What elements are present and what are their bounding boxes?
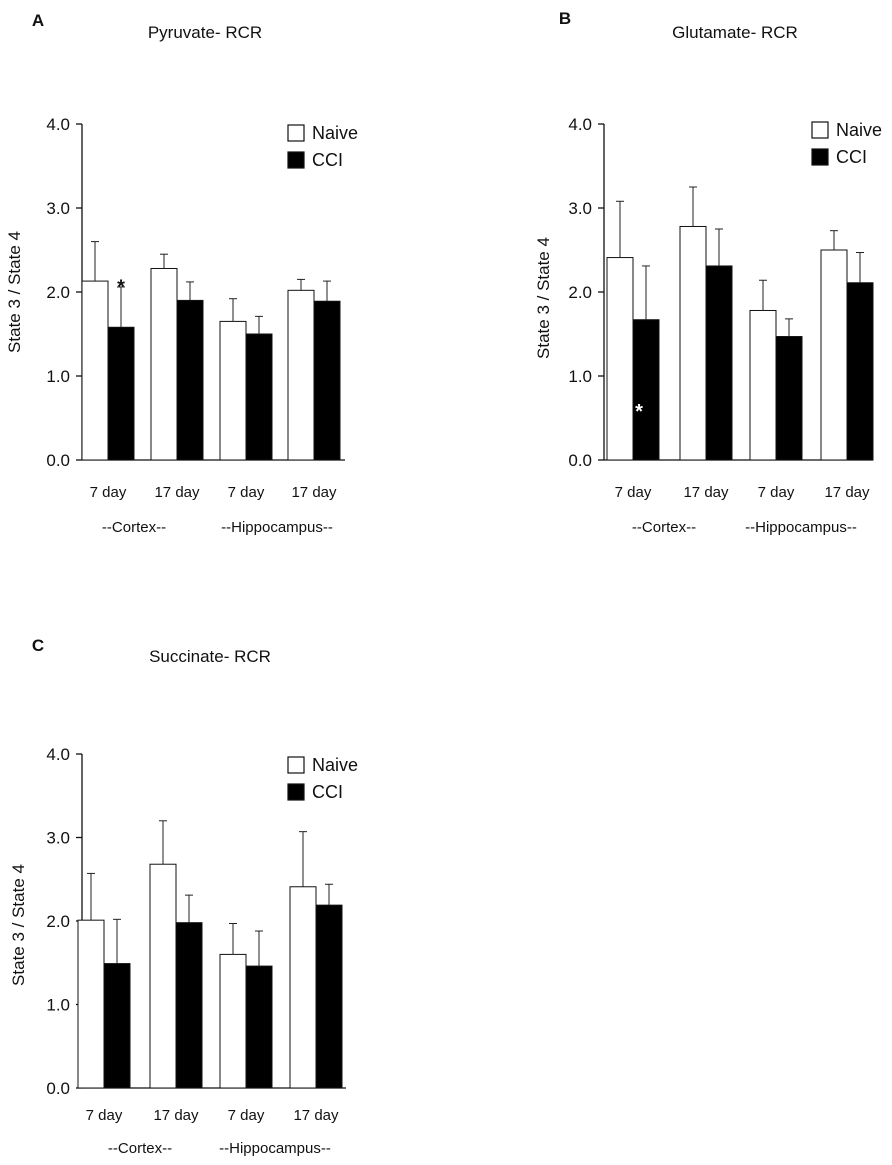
y-tick-label: 0.0	[46, 1079, 70, 1098]
y-tick-label: 0.0	[568, 451, 592, 470]
group-label: --Cortex--	[632, 519, 696, 536]
panel-b: B Glutamate- RCR State 3 / State 4 0.0 1.0 2.…	[534, 9, 882, 536]
legend-label-naive: Naive	[312, 755, 358, 775]
bar-naive-3	[287, 289, 315, 461]
bar-cci-3	[313, 300, 341, 461]
y-tick-label: 4.0	[46, 115, 70, 134]
x-tick-label: 17 day	[291, 484, 337, 501]
bar-naive-2	[219, 953, 247, 1089]
y-axis-label: State 3 / State 4	[534, 237, 553, 359]
bar-naive-2	[219, 320, 247, 461]
group-label: --Hippocampus--	[221, 519, 333, 536]
bar-naive-1	[150, 267, 178, 461]
significance-marker: *	[117, 276, 125, 298]
legend-swatch-naive	[287, 756, 305, 774]
legend-swatch-naive	[287, 124, 305, 142]
y-tick-label: 2.0	[46, 283, 70, 302]
legend-swatch-cci	[287, 783, 305, 801]
y-tick-label: 1.0	[46, 996, 70, 1015]
group-label: --Hippocampus--	[745, 519, 857, 536]
bar-cci-2	[245, 333, 273, 461]
legend-label-cci: CCI	[836, 147, 867, 167]
y-tick-label: 1.0	[568, 367, 592, 386]
y-tick-label: 4.0	[46, 745, 70, 764]
bar-naive-0	[606, 257, 634, 461]
panel-c: C Succinate- RCR State 3 / State 4 0.0 1.0 2.…	[9, 636, 358, 1157]
bar-cci-3	[846, 282, 874, 461]
legend-label-naive: Naive	[836, 120, 882, 140]
x-tick-label: 7 day	[86, 1107, 123, 1124]
panel-letter: A	[32, 11, 44, 30]
x-tick-label: 17 day	[293, 1107, 339, 1124]
y-tick-label: 0.0	[46, 451, 70, 470]
y-tick-label: 4.0	[568, 115, 592, 134]
x-tick-label: 17 day	[154, 484, 200, 501]
bar-cci-3	[315, 904, 343, 1089]
bar-cci-0	[632, 319, 660, 461]
y-tick-label: 3.0	[46, 199, 70, 218]
bar-cci-0	[103, 963, 131, 1089]
panel-letter: C	[32, 636, 44, 655]
legend-label-cci: CCI	[312, 782, 343, 802]
bar-cci-2	[775, 336, 803, 461]
legend-label-naive: Naive	[312, 123, 358, 143]
bar-naive-3	[820, 249, 848, 461]
panel-a: A Pyruvate- RCR State 3 / State 4 0.0 1.0 2.0…	[5, 11, 358, 536]
legend-swatch-cci	[811, 148, 829, 166]
x-tick-label: 7 day	[758, 484, 795, 501]
bar-cci-1	[176, 299, 204, 461]
bar-naive-2	[749, 309, 777, 461]
legend-label-cci: CCI	[312, 150, 343, 170]
bar-naive-0	[81, 280, 109, 461]
group-label: --Hippocampus--	[219, 1140, 331, 1157]
y-tick-label: 2.0	[46, 912, 70, 931]
x-tick-label: 7 day	[228, 1107, 265, 1124]
x-tick-label: 7 day	[90, 484, 127, 501]
y-tick-label: 3.0	[568, 199, 592, 218]
bar-naive-0	[77, 919, 105, 1089]
y-tick-label: 3.0	[46, 829, 70, 848]
x-tick-label: 17 day	[683, 484, 729, 501]
significance-marker: *	[635, 401, 643, 423]
x-tick-label: 7 day	[615, 484, 652, 501]
chart-title: Pyruvate- RCR	[148, 23, 262, 42]
bar-cci-2	[245, 965, 273, 1089]
bar-naive-3	[289, 886, 317, 1089]
bar-cci-1	[175, 922, 203, 1089]
group-label: --Cortex--	[102, 519, 166, 536]
x-tick-label: 7 day	[228, 484, 265, 501]
chart-title: Succinate- RCR	[149, 647, 271, 666]
legend-swatch-naive	[811, 121, 829, 139]
y-tick-label: 2.0	[568, 283, 592, 302]
chart-title: Glutamate- RCR	[672, 23, 798, 42]
bar-cci-1	[705, 265, 733, 461]
y-axis-label: State 3 / State 4	[9, 864, 28, 986]
legend-swatch-cci	[287, 151, 305, 169]
x-tick-label: 17 day	[824, 484, 870, 501]
group-label: --Cortex--	[108, 1140, 172, 1157]
y-axis-label: State 3 / State 4	[5, 231, 24, 353]
panel-letter: B	[559, 9, 571, 28]
x-tick-label: 17 day	[153, 1107, 199, 1124]
bar-cci-0	[107, 326, 135, 461]
y-tick-label: 1.0	[46, 367, 70, 386]
bar-naive-1	[679, 225, 707, 461]
bar-naive-1	[149, 863, 177, 1089]
